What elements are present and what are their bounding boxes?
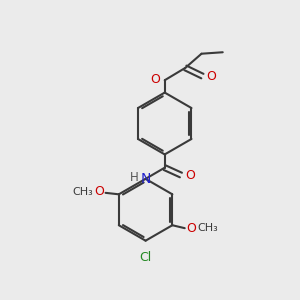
Text: Cl: Cl: [140, 251, 152, 264]
Text: O: O: [186, 222, 196, 235]
Text: CH₃: CH₃: [197, 223, 218, 233]
Text: N: N: [140, 172, 151, 186]
Text: O: O: [150, 73, 160, 85]
Text: CH₃: CH₃: [72, 187, 93, 197]
Text: O: O: [185, 169, 195, 182]
Text: H: H: [130, 171, 139, 184]
Text: O: O: [206, 70, 216, 83]
Text: O: O: [94, 185, 104, 199]
